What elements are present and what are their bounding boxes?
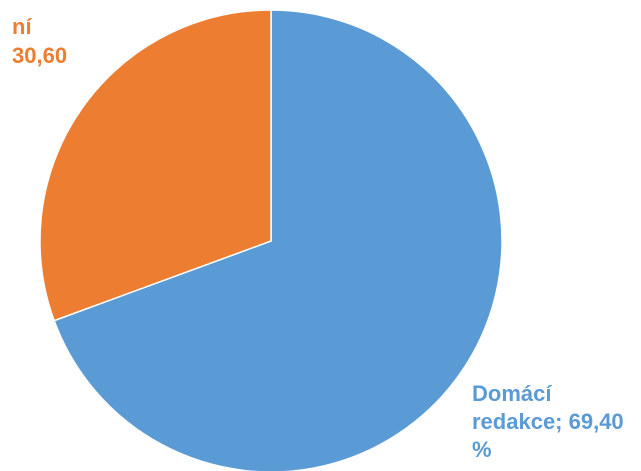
slice-label-second-line-2: 30,60 — [12, 43, 67, 68]
slice-label-domaci-redakce-line-2: redakce; 69,40 — [472, 409, 624, 434]
pie-slice-1 — [53, 9, 503, 471]
slice-label-domaci-redakce-line-1: Domácí — [472, 381, 552, 406]
slice-label-second-line-1: ní — [12, 14, 32, 39]
slice-label-domaci-redakce-line-3: % — [472, 437, 492, 462]
pie-slice-2 — [39, 9, 272, 322]
pie-labels: Domácí redakce; 69,40 % ní 30,60 — [12, 14, 630, 462]
pie-slices — [39, 9, 503, 471]
slice-label-second: ní 30,60 — [12, 14, 67, 68]
slice-label-domaci-redakce: Domácí redakce; 69,40 % — [472, 381, 630, 462]
